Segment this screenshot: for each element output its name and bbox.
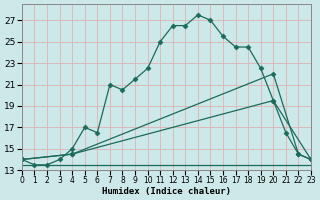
X-axis label: Humidex (Indice chaleur): Humidex (Indice chaleur): [102, 187, 231, 196]
